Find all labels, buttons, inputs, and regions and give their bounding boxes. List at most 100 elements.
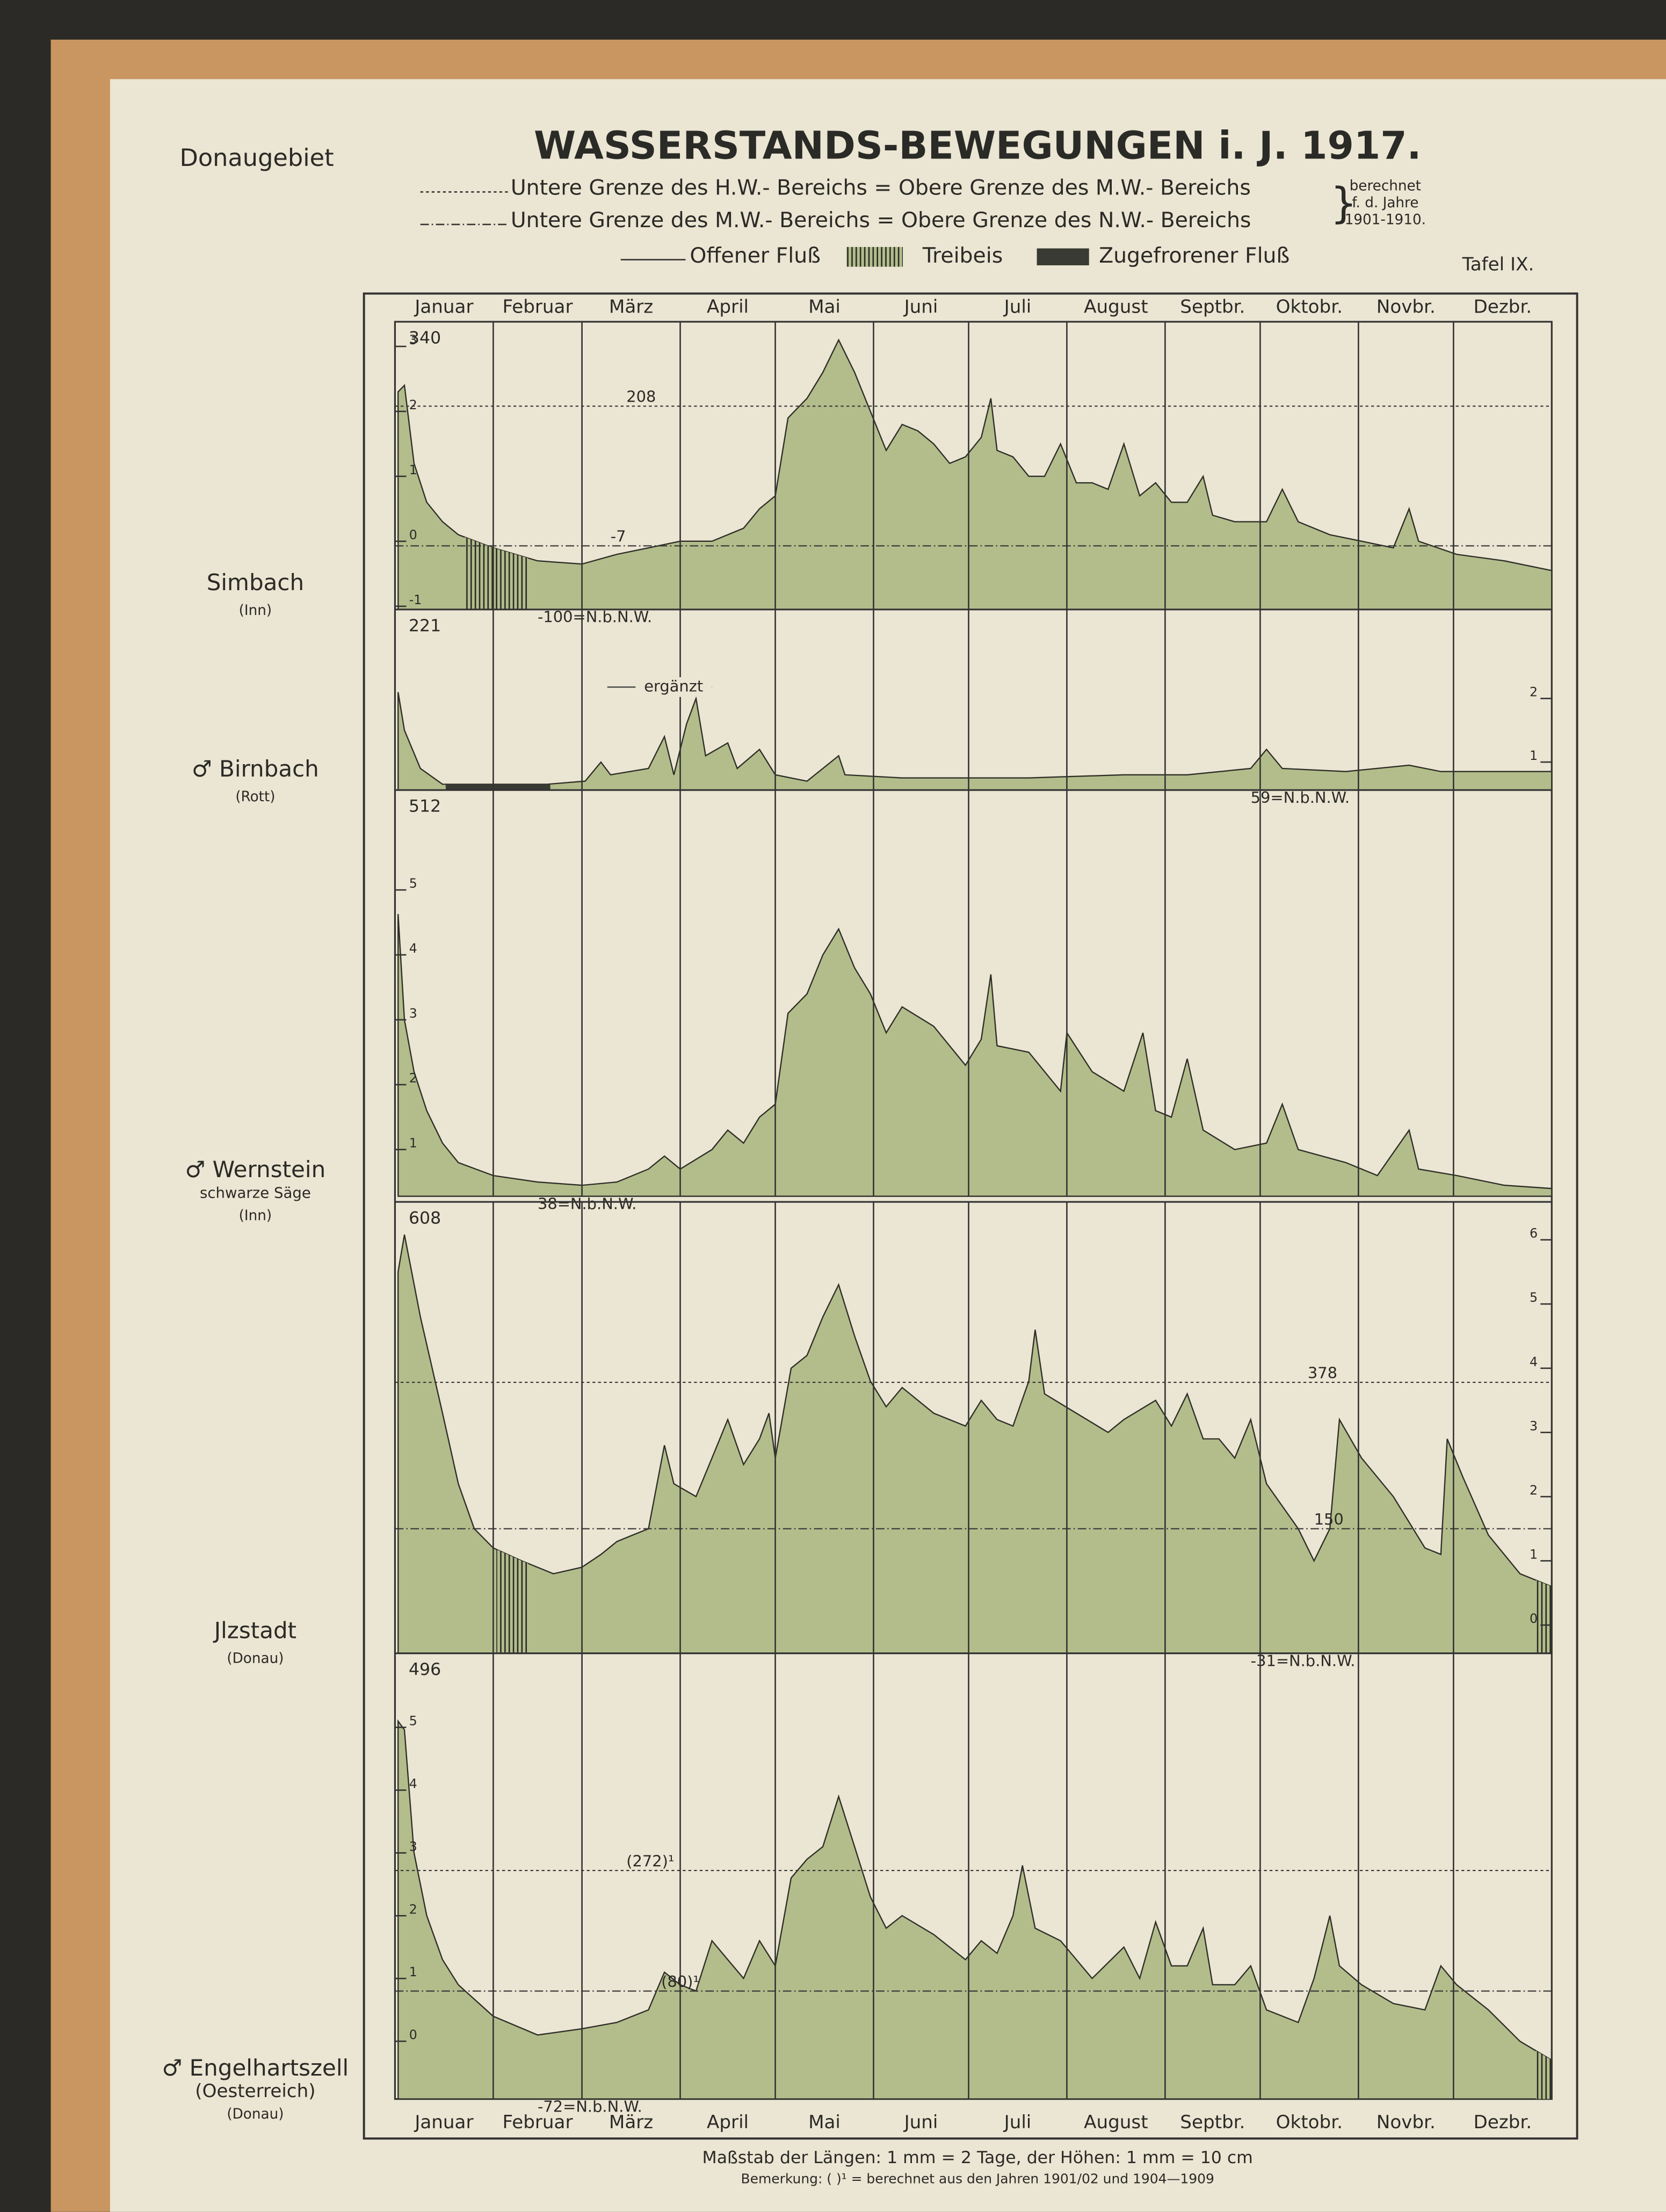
river: (Donau) xyxy=(227,2106,284,2122)
y-tick-label: 5 xyxy=(409,876,417,891)
y-tick-label: 2 xyxy=(409,1071,417,1086)
legend-drift: Treibeis xyxy=(922,243,1003,268)
river: (Inn) xyxy=(239,603,272,619)
y-tick-label: 1 xyxy=(409,1964,417,1979)
hydrograph xyxy=(397,338,1553,611)
river: (Inn) xyxy=(239,1208,272,1224)
station-name: Simbach xyxy=(207,569,304,596)
station-note: schwarze Säge xyxy=(200,1184,311,1201)
month-label: März xyxy=(609,2112,653,2133)
y-tick-label: 5 xyxy=(409,1714,417,1729)
month-label: Oktobr. xyxy=(1276,2112,1343,2133)
y-tick-label: 1 xyxy=(1530,748,1538,763)
station-note: (Oesterreich) xyxy=(195,2080,315,2102)
peak-label: 496 xyxy=(409,1660,441,1679)
footer-remark: Bemerkung: ( )¹ = berechnet aus den Jahr… xyxy=(741,2171,1214,2186)
y-tick-label: 1 xyxy=(409,462,417,477)
month-label: Mai xyxy=(808,296,841,317)
y-tick-label: -1 xyxy=(409,592,422,607)
legend-frozen: Zugefrorener Fluß xyxy=(1099,243,1290,268)
legend-frozen-swatch xyxy=(1037,248,1089,266)
legend-note: berechnet xyxy=(1350,178,1421,194)
footer-scale: Maßstab der Längen: 1 mm = 2 Tage, der H… xyxy=(702,2148,1253,2167)
threshold-label: -31=N.b.N.W. xyxy=(1251,1651,1356,1670)
month-label: Septbr. xyxy=(1180,2112,1245,2133)
threshold-label: 378 xyxy=(1308,1364,1337,1382)
station-name: Jlzstadt xyxy=(213,1618,296,1644)
month-label: Novbr. xyxy=(1377,296,1436,317)
month-label: Dezbr. xyxy=(1473,2112,1532,2133)
month-label: Juni xyxy=(903,296,938,317)
y-tick-label: 4 xyxy=(1530,1354,1538,1369)
station-name: ♂ Wernstein xyxy=(185,1156,326,1183)
station-name: ♂ Birnbach xyxy=(192,756,319,782)
legend-open: Offener Fluß xyxy=(690,243,821,268)
threshold-label: -100=N.b.N.W. xyxy=(538,608,652,626)
threshold-label: -7 xyxy=(611,527,626,546)
y-tick-label: 4 xyxy=(409,1776,417,1791)
hydrograph xyxy=(397,1234,1553,1654)
month-label: April xyxy=(707,296,749,317)
month-label: März xyxy=(609,296,653,317)
month-label: Januar xyxy=(414,296,474,317)
title: WASSERSTANDS-BEWEGUNGEN i. J. 1917. xyxy=(534,124,1422,168)
brace: } xyxy=(1330,178,1357,228)
y-tick-label: 2 xyxy=(409,397,417,412)
legend-mw: Untere Grenze des M.W.- Bereichs = Obere… xyxy=(511,208,1251,233)
y-tick-label: 2 xyxy=(409,1902,417,1917)
station-name: ♂ Engelhartszell xyxy=(162,2055,349,2081)
y-tick-label: 1 xyxy=(409,1136,417,1151)
month-label: Septbr. xyxy=(1180,296,1245,317)
month-label: Dezbr. xyxy=(1473,296,1532,317)
peak-label: 340 xyxy=(409,329,441,348)
legend-note: f. d. Jahre xyxy=(1352,195,1418,211)
y-tick-label: 0 xyxy=(1530,1611,1538,1626)
peak-label: 608 xyxy=(409,1209,441,1228)
y-tick-label: 2 xyxy=(1530,685,1538,700)
month-label: Februar xyxy=(502,296,573,317)
peak-label: 512 xyxy=(409,797,441,816)
threshold-label: -72=N.b.N.W. xyxy=(538,2097,642,2115)
y-tick-label: 3 xyxy=(409,332,417,347)
y-tick-label: 6 xyxy=(1530,1226,1538,1241)
hydrograph xyxy=(397,1719,1553,2100)
month-label: Novbr. xyxy=(1377,2112,1436,2133)
legend-note: 1901-1910. xyxy=(1345,212,1426,228)
river: (Donau) xyxy=(227,1651,284,1667)
y-tick-label: 2 xyxy=(1530,1483,1538,1498)
month-label: Mai xyxy=(808,2112,841,2133)
y-tick-label: 1 xyxy=(1530,1547,1538,1562)
y-tick-label: 3 xyxy=(1530,1418,1538,1433)
threshold-label: 150 xyxy=(1314,1510,1344,1528)
hydrograph xyxy=(397,692,1553,791)
plate: Tafel IX. xyxy=(1462,254,1534,275)
month-label: Juni xyxy=(903,2112,938,2133)
threshold-label: 38=N.b.N.W. xyxy=(538,1194,636,1213)
threshold-label: 208 xyxy=(626,388,656,406)
y-tick-label: 5 xyxy=(1530,1290,1538,1305)
annotation: ergänzt xyxy=(644,677,703,695)
region: Donaugebiet xyxy=(179,144,334,172)
y-tick-label: 3 xyxy=(409,1006,417,1021)
month-label: August xyxy=(1084,2112,1148,2133)
month-label: Juli xyxy=(1003,296,1032,317)
month-label: Oktobr. xyxy=(1276,296,1343,317)
threshold-label: (80)¹ xyxy=(661,1972,699,1991)
river: (Rott) xyxy=(235,789,275,805)
legend-drift-swatch xyxy=(846,246,903,267)
threshold-label: (272)¹ xyxy=(626,1852,674,1870)
month-label: August xyxy=(1084,296,1148,317)
y-tick-label: 3 xyxy=(409,1839,417,1854)
y-tick-label: 0 xyxy=(409,527,417,542)
peak-label: 221 xyxy=(409,616,441,635)
frame xyxy=(363,292,1578,2140)
annotation-bg xyxy=(635,677,712,697)
month-label: Februar xyxy=(502,2112,573,2133)
y-tick-label: 4 xyxy=(409,941,417,956)
legend-hw: Untere Grenze des H.W.- Bereichs = Obere… xyxy=(511,176,1251,200)
month-label: Juli xyxy=(1003,2112,1032,2133)
month-label: April xyxy=(707,2112,749,2133)
threshold-label: 59=N.b.N.W. xyxy=(1251,788,1350,807)
